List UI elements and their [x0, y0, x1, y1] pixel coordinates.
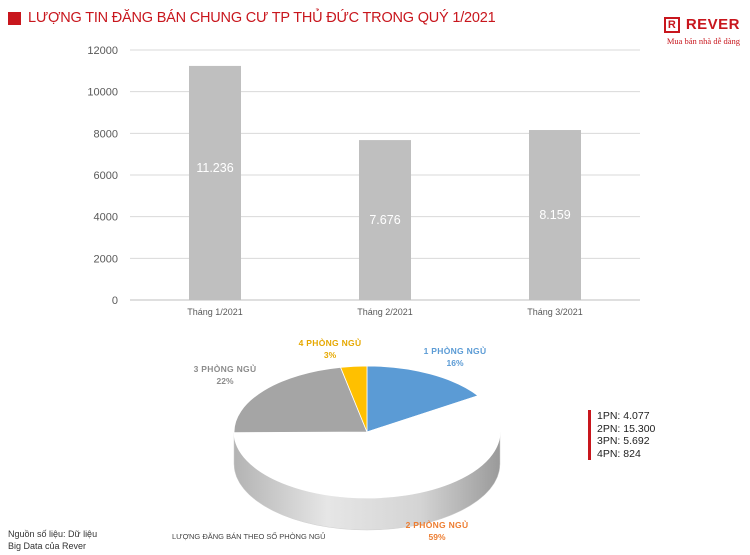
- y-tick-label: 12000: [87, 45, 118, 57]
- logo-name: REVER: [685, 16, 740, 33]
- y-tick-label: 10000: [87, 87, 118, 99]
- bar-value-label: 8.159: [539, 208, 570, 222]
- pie-legend: 1PN: 4.077 2PN: 15.300 3PN: 5.692 4PN: 8…: [588, 410, 655, 460]
- pie-slice-label: 2 PHÒNG NGỦ: [406, 519, 469, 530]
- x-tick-label: Tháng 3/2021: [527, 307, 583, 317]
- pie-slice-label: 4 PHÒNG NGỦ: [299, 337, 362, 348]
- logo-tagline: Mua bán nhà dễ dàng: [666, 36, 740, 46]
- pie-slice: [233, 366, 368, 434]
- legend-item-4pn: 4PN: 824: [597, 447, 641, 460]
- source-line-1: Nguồn số liệu: Dữ liệu: [8, 529, 98, 539]
- rever-logo: R REVER Mua bán nhà dễ dàng: [663, 16, 740, 46]
- bar: [359, 140, 411, 300]
- y-tick-label: 0: [112, 295, 118, 307]
- bar-chart: 0 2000 4000 6000 8000 10000 12000 11.236 Tháng 1…: [87, 45, 640, 317]
- y-tick-label: 4000: [94, 212, 118, 224]
- y-tick-label: 8000: [94, 128, 118, 140]
- pie-slice: [233, 395, 501, 499]
- pie-slice-label: 1 PHÒNG NGỦ: [424, 345, 487, 356]
- pie-slice-label: 3 PHÒNG NGỦ: [194, 363, 257, 374]
- pie-slice-percent: 16%: [446, 358, 463, 368]
- legend-item-2pn: 2PN: 15.300: [597, 422, 656, 435]
- legend-item-1pn: 1PN: 4.077: [597, 410, 650, 422]
- x-tick-label: Tháng 2/2021: [357, 307, 413, 317]
- pie-slice-percent: 3%: [324, 350, 337, 360]
- source-line-2: Big Data của Rever: [8, 541, 87, 551]
- page-title: LƯỢNG TIN ĐĂNG BÁN CHUNG CƯ TP THỦ ĐỨC T…: [28, 10, 496, 26]
- legend-item-3pn: 3PN: 5.692: [597, 435, 650, 447]
- logo-mark: R: [663, 16, 680, 33]
- source-note: Nguồn số liệu: Dữ liệu Big Data của Reve…: [8, 528, 97, 552]
- pie-slice: [340, 365, 368, 433]
- x-tick-label: Tháng 1/2021: [187, 307, 243, 317]
- bar: [189, 65, 241, 301]
- pie-slice-percent: 59%: [428, 532, 445, 542]
- y-tick-label: 6000: [94, 170, 118, 182]
- bar: [529, 130, 581, 300]
- pie-slice-percent: 22%: [216, 376, 233, 386]
- title-marker: [8, 11, 21, 25]
- y-tick-label: 2000: [94, 253, 118, 265]
- bar-value-label: 7.676: [369, 213, 400, 227]
- header: LƯỢNG TIN ĐĂNG BÁN CHUNG CƯ TP THỦ ĐỨC T…: [8, 10, 496, 26]
- bar-value-label: 11.236: [196, 161, 233, 175]
- pie-caption: LƯỢNG ĐĂNG BÁN THEO SỐ PHÒNG NGỦ: [172, 532, 326, 541]
- pie-slice: [366, 365, 479, 433]
